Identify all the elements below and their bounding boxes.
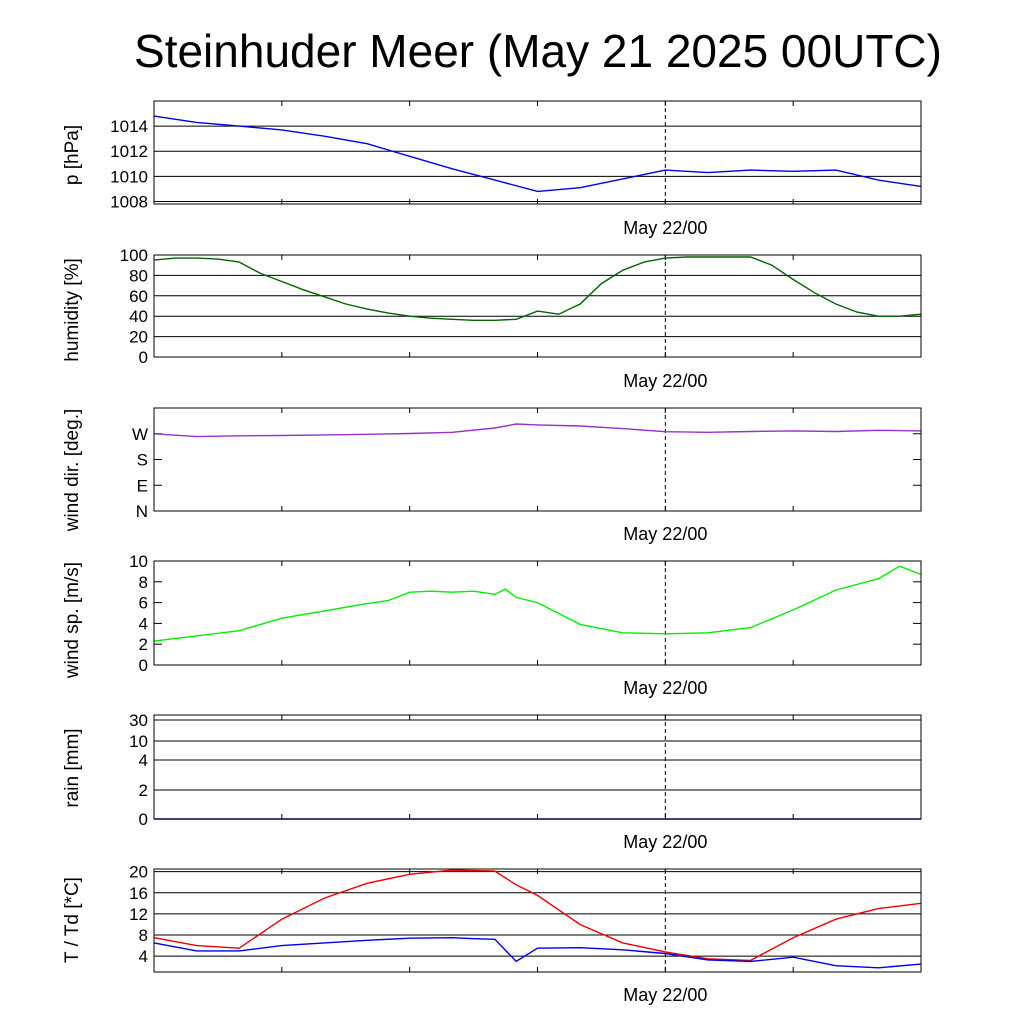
y-tick-label: S — [137, 451, 148, 470]
y-tick-label: 1008 — [110, 192, 148, 211]
y-tick-label: 4 — [139, 614, 148, 633]
y-tick-label: 4 — [139, 947, 148, 966]
x-tick-label: May 22/00 — [623, 678, 707, 698]
y-tick-label: 10 — [129, 732, 148, 751]
series-line — [153, 936, 922, 969]
y-tick-label: 20 — [129, 863, 148, 882]
y-tick-label: 80 — [129, 266, 148, 285]
y-tick-label: 8 — [139, 926, 148, 945]
y-tick-label: 20 — [129, 328, 148, 347]
y-tick-label: 4 — [139, 751, 148, 770]
y-tick-label: 1014 — [110, 117, 148, 136]
y-tick-label: 8 — [139, 573, 148, 592]
series-line — [153, 869, 922, 962]
x-tick-label: May 22/00 — [623, 218, 707, 238]
y-tick-label: 2 — [139, 781, 148, 800]
y-tick-label: N — [136, 502, 148, 521]
series-line — [153, 115, 922, 193]
plot-frame — [153, 560, 922, 666]
x-tick-label: May 22/00 — [623, 832, 707, 852]
y-tick-label: 10 — [129, 552, 148, 571]
y-tick-label: W — [132, 425, 148, 444]
chart-title: Steinhuder Meer (May 21 2025 00UTC) — [134, 25, 942, 77]
y-tick-label: 100 — [120, 246, 148, 265]
series-line — [153, 565, 922, 642]
plot-frame — [153, 100, 922, 205]
y-axis-label: T / Td [*C] — [62, 877, 83, 963]
y-axis-label: wind sp. [m/s] — [62, 562, 83, 679]
y-axis-label: humidity [%] — [62, 258, 83, 361]
x-tick-label: May 22/00 — [623, 371, 707, 391]
y-tick-label: 0 — [139, 348, 148, 367]
y-tick-label: 6 — [139, 594, 148, 613]
x-tick-label: May 22/00 — [623, 985, 707, 1005]
y-tick-label: E — [137, 476, 148, 495]
y-axis-label: rain [mm] — [62, 728, 83, 807]
y-tick-label: 1012 — [110, 142, 148, 161]
y-tick-label: 1010 — [110, 167, 148, 186]
plot-frame — [153, 714, 922, 820]
plot-frame — [153, 254, 922, 358]
y-axis-label: wind dir. [deg.] — [62, 409, 83, 533]
y-tick-label: 40 — [129, 307, 148, 326]
x-tick-label: May 22/00 — [623, 524, 707, 544]
y-tick-label: 30 — [129, 711, 148, 730]
series-line — [153, 423, 922, 438]
y-tick-label: 0 — [139, 656, 148, 675]
plot-frame — [153, 407, 922, 512]
y-axis-label: p [hPa] — [62, 125, 83, 185]
y-tick-label: 16 — [129, 884, 148, 903]
y-tick-label: 12 — [129, 905, 148, 924]
series-line — [153, 256, 922, 321]
plot-frame — [153, 868, 922, 973]
y-tick-label: 2 — [139, 635, 148, 654]
y-tick-label: 0 — [139, 810, 148, 829]
y-tick-label: 60 — [129, 287, 148, 306]
